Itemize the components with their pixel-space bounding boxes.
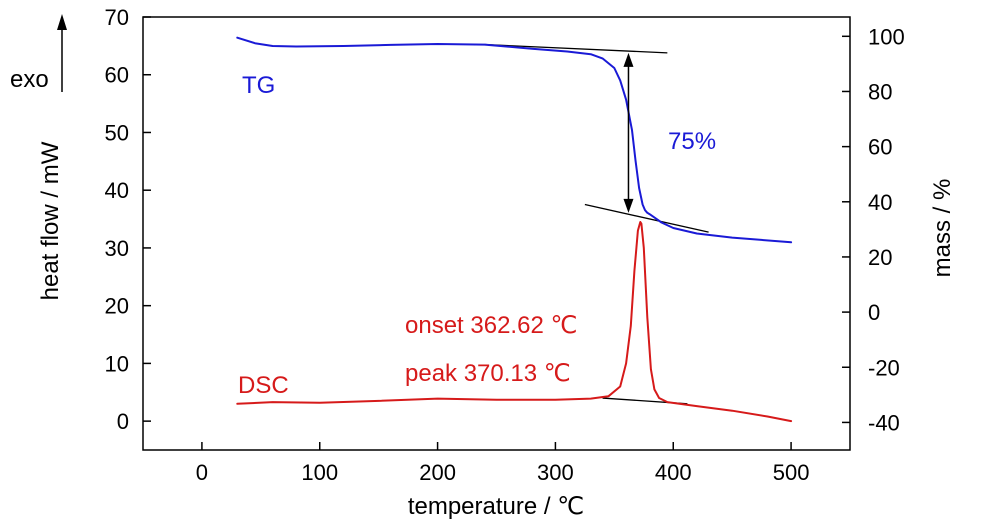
exo-arrow-head xyxy=(57,14,67,30)
tangent-lines xyxy=(484,43,709,405)
left-tick-label: 40 xyxy=(105,178,129,203)
mass-loss-label: 75% xyxy=(668,128,716,155)
series-lines xyxy=(236,36,793,423)
left-tick-label: 30 xyxy=(105,236,129,261)
x-tick-label: 400 xyxy=(655,460,692,485)
arrow-head-down xyxy=(623,198,634,213)
x-tick-label: 200 xyxy=(419,460,456,485)
x-axis-title: temperature / ℃ xyxy=(408,493,584,520)
right-tick-label: 20 xyxy=(868,245,892,270)
right-tick-label: -20 xyxy=(868,355,900,380)
left-tick-label: 50 xyxy=(105,120,129,145)
plot-frame xyxy=(142,16,851,451)
right-tick-label: 0 xyxy=(868,300,880,325)
left-axis-title: heat flow / mW xyxy=(37,141,64,300)
tg-curve xyxy=(236,36,793,244)
right-tick-label: 40 xyxy=(868,190,892,215)
x-tick-label: 0 xyxy=(196,460,208,485)
right-axis-ticks: -40 -20 0 20 40 60 80 100 xyxy=(842,24,905,435)
exo-label: exo xyxy=(10,66,49,93)
right-tick-label: -40 xyxy=(868,410,900,435)
x-tick-label: 500 xyxy=(773,460,810,485)
onset-annotation: onset 362.62 ℃ xyxy=(405,312,577,339)
right-tick-label: 60 xyxy=(868,135,892,160)
tangent-line xyxy=(484,43,668,54)
left-tick-label: 70 xyxy=(105,5,129,30)
left-tick-label: 20 xyxy=(105,294,129,319)
right-axis-title: mass / % xyxy=(929,179,956,278)
tangent-line xyxy=(584,203,709,233)
right-tick-label: 100 xyxy=(868,24,905,49)
x-tick-label: 300 xyxy=(537,460,574,485)
dsc-curve xyxy=(236,221,793,423)
left-tick-label: 0 xyxy=(117,409,129,434)
left-tick-label: 10 xyxy=(105,351,129,376)
tg-series-label: TG xyxy=(242,72,275,99)
right-tick-label: 80 xyxy=(868,79,892,104)
x-tick-label: 100 xyxy=(301,460,338,485)
left-tick-label: 60 xyxy=(105,63,129,88)
left-axis-ticks: 0 10 20 30 40 50 60 70 xyxy=(105,5,151,434)
arrow-head-up xyxy=(623,52,634,67)
x-axis-ticks: 0 100 200 300 400 500 xyxy=(196,442,810,485)
mass-loss-arrow xyxy=(623,52,634,213)
dsc-series-label: DSC xyxy=(238,372,289,399)
peak-annotation: peak 370.13 ℃ xyxy=(405,360,571,387)
